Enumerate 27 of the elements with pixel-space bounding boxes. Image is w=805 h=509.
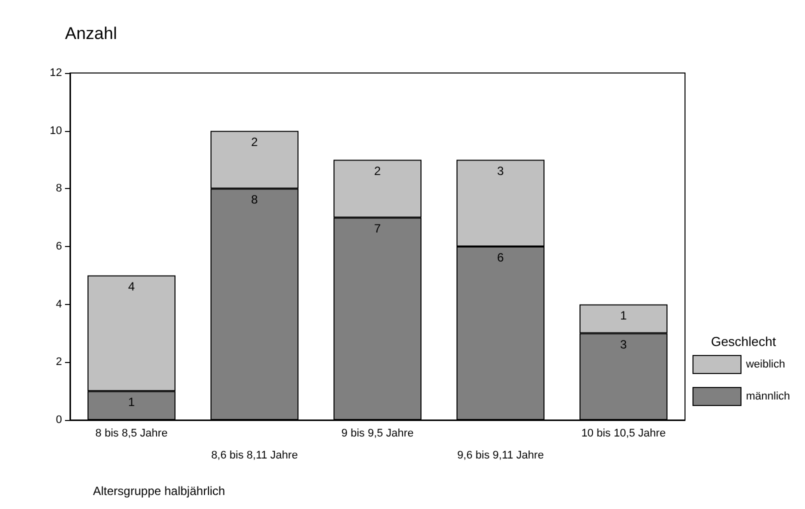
data-label: 3	[497, 164, 504, 178]
y-tick-label: 12	[50, 67, 62, 79]
data-label: 2	[251, 134, 258, 149]
data-label: 3	[620, 337, 628, 352]
data-label: 8	[251, 192, 258, 207]
data-label: 7	[374, 222, 382, 236]
y-tick-label: 0	[56, 414, 62, 426]
y-tick-label: 4	[56, 298, 62, 310]
legend-title: Geschlecht	[710, 334, 776, 349]
x-axis-title: Altersgruppe halbjährlich	[93, 484, 226, 498]
y-tick-label: 10	[50, 124, 62, 137]
y-axis-title: Anzahl	[65, 24, 117, 43]
y-tick-label: 6	[56, 240, 62, 252]
data-label: 2	[374, 164, 382, 178]
x-tick-label: 8 bis 8,5 Jahre	[95, 428, 168, 440]
data-label: 1	[620, 308, 628, 322]
legend-label: männlich	[746, 390, 790, 402]
x-tick-label: 8,6 bis 8,11 Jahre	[211, 450, 298, 462]
data-label: 6	[497, 250, 504, 264]
x-tick-label: 9,6 bis 9,11 Jahre	[457, 450, 544, 462]
data-label: 4	[128, 279, 136, 294]
x-tick-label: 10 bis 10,5 Jahre	[581, 428, 666, 440]
data-label: 1	[128, 395, 136, 410]
x-tick-label: 9 bis 9,5 Jahre	[341, 428, 414, 440]
y-tick-label: 8	[56, 182, 62, 195]
legend-label: weiblich	[744, 358, 786, 370]
y-tick-label: 2	[56, 356, 62, 368]
